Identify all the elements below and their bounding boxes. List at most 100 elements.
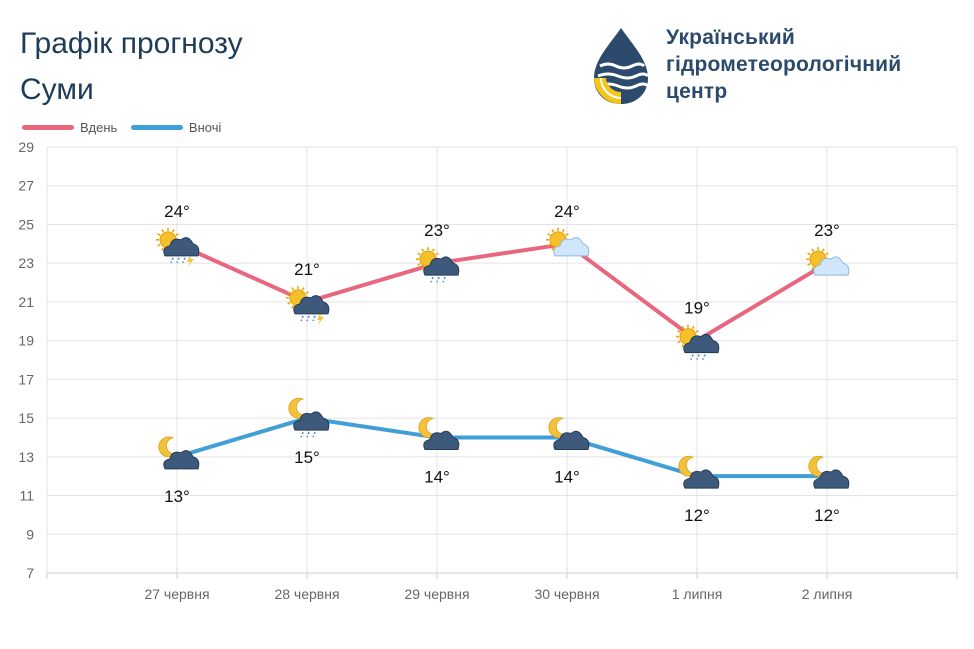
legend-label-night: Вночі [188, 120, 222, 135]
night-series-line [176, 416, 827, 479]
org-name: Український гідрометеорологічний центр [666, 24, 901, 105]
org-line-3: центр [666, 80, 728, 103]
sun-ray [677, 340, 681, 344]
sun-ray [421, 266, 425, 270]
day-value-label: 23° [814, 221, 840, 240]
rain-drop [306, 431, 310, 438]
rain-drop [170, 257, 174, 264]
rain-drop [702, 354, 706, 360]
rain-drop [176, 257, 180, 264]
rain-drop [306, 315, 310, 322]
sun-ray [435, 252, 439, 256]
x-tick-label: 29 червня [404, 586, 469, 602]
hydromet-logo-icon [594, 28, 650, 105]
moon-cloud-rain-icon [288, 397, 330, 438]
day-value-label: 21° [294, 260, 320, 279]
rain-drop [182, 257, 186, 264]
moon-cloud-icon [808, 455, 850, 489]
rain-drop [442, 276, 446, 283]
sun-ray [551, 229, 555, 233]
sun-ray [821, 248, 825, 252]
y-tick-label: 27 [18, 178, 34, 194]
sun-ray [811, 248, 815, 252]
day-value-label: 23° [424, 221, 450, 240]
sun-ray [807, 262, 811, 266]
y-tick-label: 23 [18, 255, 34, 271]
sun-ray [417, 252, 421, 256]
x-tick-label: 27 червня [144, 586, 209, 602]
sun-ray [161, 229, 165, 233]
sun-ray [171, 229, 175, 233]
legend-label-day: Вдень [80, 120, 118, 135]
cloud-shape [813, 256, 850, 276]
cloud-shape [423, 430, 460, 450]
y-tick-label: 11 [19, 488, 34, 504]
sun-cloud-rain-thunder-icon [286, 285, 330, 325]
x-tick-label: 1 липня [672, 586, 723, 602]
night-value-label: 15° [294, 448, 320, 467]
day-value-label: 19° [684, 299, 710, 318]
rain-drop [696, 354, 700, 360]
sun-ray [431, 248, 435, 252]
y-tick-label: 17 [18, 371, 34, 387]
night-value-label: 14° [554, 467, 580, 486]
sun-cloud-rain-thunder-icon [156, 227, 200, 267]
cloud-shape [163, 450, 200, 470]
moon-cloud-icon [548, 417, 590, 450]
x-tick-label: 30 червня [534, 586, 599, 602]
page-title: Графік прогнозу [20, 27, 243, 60]
org-line-2: гідрометеорологічний [666, 53, 902, 76]
moon-cloud-icon [678, 455, 720, 489]
cloud-shape [163, 237, 200, 257]
legend-swatch-night [130, 125, 183, 130]
y-tick-label: 15 [18, 410, 34, 426]
rain-drop [312, 431, 316, 438]
sun-ray [175, 233, 179, 237]
sun-ray [547, 243, 551, 247]
sun-ray [287, 301, 291, 305]
sun-ray [301, 287, 305, 291]
sun-ray [291, 287, 295, 291]
sun-ray [421, 248, 425, 252]
sun-ray [157, 243, 161, 247]
sun-ray [825, 252, 829, 256]
night-value-label: 14° [424, 467, 450, 486]
sun-ray [811, 266, 815, 270]
rain-drop [436, 276, 440, 283]
sun-ray [695, 329, 699, 333]
x-tick-label: 28 червня [274, 586, 339, 602]
legend-swatch-day [22, 125, 74, 130]
lightning-bolt [317, 313, 324, 325]
cloud-shape [553, 430, 590, 450]
day-value-label: 24° [554, 202, 580, 221]
sun-ray [681, 344, 685, 348]
legend-item-night[interactable]: Вночі [130, 120, 222, 135]
cloud-shape [293, 295, 330, 315]
y-tick-label: 25 [18, 216, 34, 232]
y-tick-label: 19 [18, 333, 34, 349]
cloud-shape [813, 469, 850, 489]
sun-ray [561, 229, 565, 233]
rain-drop [430, 276, 434, 283]
sun-cloud-icon [806, 247, 850, 276]
sun-cloud-icon [546, 227, 590, 257]
y-tick-label: 13 [18, 449, 34, 465]
sun-ray [161, 247, 165, 251]
sun-ray [305, 291, 309, 295]
rain-drop [300, 315, 304, 322]
moon-cloud-icon [158, 436, 200, 470]
legend-item-day[interactable]: Вдень [22, 120, 117, 135]
rain-drop [690, 354, 694, 360]
rain-drop [300, 431, 304, 438]
sun-ray [677, 329, 681, 333]
night-value-label: 12° [684, 506, 710, 525]
cloud-shape [293, 411, 330, 431]
chart-legend: Вдень Вночі [22, 118, 231, 135]
cloud-shape [683, 469, 720, 489]
sun-ray [291, 305, 295, 309]
sun-ray [287, 291, 291, 295]
lightning-bolt [187, 255, 194, 267]
sun-cloud-rain-icon [676, 324, 720, 360]
y-tick-label: 29 [18, 139, 34, 155]
city-name: Суми [20, 73, 94, 106]
